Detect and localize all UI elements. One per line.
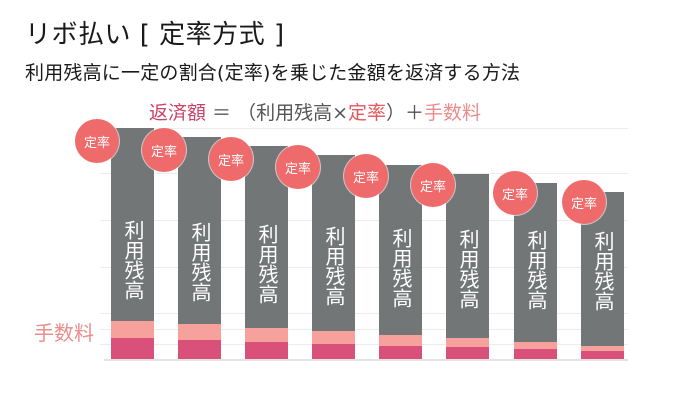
fee-segment-light: [379, 335, 422, 346]
balance-label: 利用残高: [188, 222, 212, 302]
gridline: [100, 128, 628, 129]
fee-segment-light: [178, 324, 221, 340]
rate-badge: 定率: [75, 119, 119, 163]
balance-label: 利用残高: [591, 231, 615, 311]
fee-segment-dark: [379, 346, 422, 359]
formula: 返済額 ＝ （利用残高×定率）＋手数料: [149, 98, 481, 125]
fee-segment-dark: [312, 344, 355, 359]
fee-segment-dark: [245, 342, 288, 359]
gridline: [100, 220, 628, 221]
balance-label: 利用残高: [322, 226, 346, 306]
gridline: [100, 329, 628, 330]
fee-segment-light: [514, 342, 557, 349]
fee-segment-light: [446, 338, 489, 347]
fee-segment-light: [245, 328, 288, 342]
rate-badge: 定率: [493, 171, 537, 215]
fee-segment-dark: [111, 338, 154, 359]
balance-bar: 利用残高: [111, 128, 154, 359]
balance-bar: 利用残高: [581, 192, 624, 359]
fee-segment-light: [111, 321, 154, 338]
rate-badge: 定率: [209, 137, 253, 181]
balance-label: 利用残高: [524, 230, 548, 310]
formula-rate: 定率: [348, 102, 387, 124]
gridline: [100, 267, 628, 268]
balance-label: 利用残高: [121, 220, 145, 300]
balance-label: 利用残高: [389, 228, 413, 308]
balance-label: 利用残高: [255, 224, 279, 304]
balance-label: 利用残高: [456, 229, 480, 309]
formula-payment: 返済額: [149, 102, 207, 124]
rate-badge: 定率: [344, 154, 388, 198]
fee-segment-dark: [581, 351, 624, 359]
formula-fee: 手数料: [424, 102, 482, 124]
formula-equals: ＝ （利用残高×: [206, 102, 349, 124]
fee-segment-dark: [514, 349, 557, 359]
gridline: [100, 344, 628, 345]
fee-segment-light: [312, 331, 355, 344]
fee-segment-light: [581, 346, 624, 351]
rate-badge: 定率: [562, 180, 606, 224]
fee-segment-dark: [178, 340, 221, 359]
rate-badge: 定率: [276, 145, 320, 189]
chart-baseline: [104, 359, 628, 361]
page-title: リボ払い [ 定率方式 ]: [25, 20, 285, 50]
balance-bar: 利用残高: [178, 137, 221, 359]
gridline: [100, 313, 628, 314]
page-subtitle: 利用残高に一定の割合(定率)を乗じた金額を返済する方法: [25, 62, 521, 84]
fee-segment-dark: [446, 347, 489, 359]
rate-badge: 定率: [142, 128, 186, 172]
fee-legend-label: 手数料: [34, 321, 94, 345]
rate-badge: 定率: [411, 163, 455, 207]
formula-close-plus: ）＋: [386, 102, 425, 124]
balance-bar: 利用残高: [446, 174, 489, 359]
